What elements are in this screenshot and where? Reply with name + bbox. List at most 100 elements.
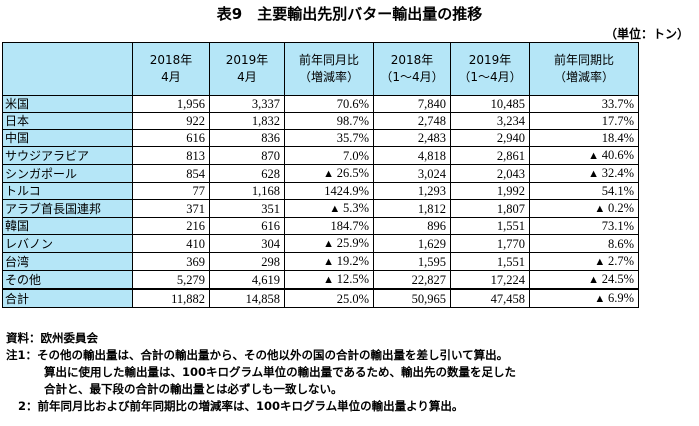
table-title: 表9 主要輸出先別バター輸出量の推移 — [216, 5, 483, 23]
yoy-change-cell: 18.4% — [529, 129, 639, 147]
header-yoy-change: 前年同期比 （増減率） — [529, 42, 639, 96]
cumulative-2019-cell: 2,940 — [450, 129, 530, 147]
country-cell: 中国 — [2, 129, 133, 147]
yoy-change-cell: 32.4% — [529, 164, 639, 183]
cumulative-2019-cell: 3,234 — [450, 112, 530, 130]
april-2018-cell: 371 — [132, 199, 210, 218]
cumulative-2018-cell: 2,748 — [373, 112, 451, 130]
header-2018-jan-apr: 2018年 （1～4月） — [373, 42, 451, 96]
cumulative-2018-cell: 50,965 — [373, 288, 451, 308]
country-cell: 日本 — [2, 112, 133, 130]
april-2019-cell: 4,619 — [209, 270, 285, 290]
april-2019-cell: 628 — [209, 164, 285, 183]
april-2019-cell: 616 — [209, 217, 285, 235]
country-cell: レバノン — [2, 234, 133, 253]
table-row: 米国 1,956 3,337 70.6% 7,840 10,485 33.7% — [2, 95, 639, 113]
cumulative-2019-cell: 1,551 — [450, 217, 530, 235]
mom-change-cell: 98.7% — [284, 112, 374, 130]
april-2018-cell: 1,956 — [132, 95, 210, 113]
cumulative-2018-cell: 22,827 — [373, 270, 451, 290]
note-1-cont: 算出に使用した輸出量は、100キログラム単位の輸出量であるため、輸出先の数量を足… — [44, 365, 517, 379]
april-2019-cell: 1,168 — [209, 182, 285, 200]
unit-label: （単位：トン） — [604, 27, 689, 41]
header-country — [2, 42, 133, 96]
table-row: トルコ 77 1,168 1424.9% 1,293 1,992 54.1% — [2, 182, 639, 200]
yoy-change-cell: 0.2% — [529, 199, 639, 218]
cumulative-2018-cell: 896 — [373, 217, 451, 235]
notes: 資料：欧州委員会 注1：その他の輸出量は、合計の輸出量から、その他以外の国の合計… — [6, 330, 696, 415]
april-2018-cell: 854 — [132, 164, 210, 183]
mom-change-cell: 12.5% — [284, 270, 374, 290]
note-2: 2：前年同月比および前年同期比の増減率は、100キログラム単位の輸出量より算出。 — [18, 399, 464, 413]
country-cell: アラブ首長国連邦 — [2, 199, 133, 218]
yoy-change-cell: 2.7% — [529, 252, 639, 271]
cumulative-2018-cell: 1,629 — [373, 234, 451, 253]
country-cell: 台湾 — [2, 252, 133, 271]
april-2019-cell: 3,337 — [209, 95, 285, 113]
april-2018-cell: 77 — [132, 182, 210, 200]
country-cell: 合計 — [2, 288, 133, 308]
header-2018-april: 2018年 4月 — [132, 42, 210, 96]
country-cell: シンガポール — [2, 164, 133, 183]
cumulative-2018-cell: 7,840 — [373, 95, 451, 113]
mom-change-cell: 7.0% — [284, 146, 374, 165]
april-2019-cell: 836 — [209, 129, 285, 147]
mom-change-cell: 70.6% — [284, 95, 374, 113]
table-row: 中国 616 836 35.7% 2,483 2,940 18.4% — [2, 129, 639, 147]
april-2019-cell: 351 — [209, 199, 285, 218]
cumulative-2019-cell: 10,485 — [450, 95, 530, 113]
mom-change-cell: 25.9% — [284, 234, 374, 253]
mom-change-cell: 25.0% — [284, 288, 374, 308]
april-2019-cell: 1,832 — [209, 112, 285, 130]
cumulative-2018-cell: 1,812 — [373, 199, 451, 218]
april-2018-cell: 813 — [132, 146, 210, 165]
butter-export-table: 2018年 4月 2019年 4月 前年同月比 （増減率） 2018年 （1～4月） 2… — [2, 42, 639, 308]
header-mom-change: 前年同月比 （増減率） — [284, 42, 374, 96]
mom-change-cell: 19.2% — [284, 252, 374, 271]
country-cell: その他 — [2, 270, 133, 290]
table-row: 日本 922 1,832 98.7% 2,748 3,234 17.7% — [2, 112, 639, 130]
yoy-change-cell: 54.1% — [529, 182, 639, 200]
april-2019-cell: 870 — [209, 146, 285, 165]
april-2018-cell: 216 — [132, 217, 210, 235]
yoy-change-cell: 8.6% — [529, 234, 639, 253]
april-2018-cell: 616 — [132, 129, 210, 147]
country-cell: 韓国 — [2, 217, 133, 235]
yoy-change-cell: 40.6% — [529, 146, 639, 165]
country-cell: 米国 — [2, 95, 133, 113]
mom-change-cell: 184.7% — [284, 217, 374, 235]
yoy-change-cell: 73.1% — [529, 217, 639, 235]
mom-change-cell: 5.3% — [284, 199, 374, 218]
cumulative-2019-cell: 17,224 — [450, 270, 530, 290]
april-2018-cell: 922 — [132, 112, 210, 130]
note-1: 注1：その他の輸出量は、合計の輸出量から、その他以外の国の合計の輸出量を差し引い… — [6, 348, 509, 362]
header-row: 2018年 4月 2019年 4月 前年同月比 （増減率） 2018年 （1～4月） 2… — [2, 42, 639, 96]
april-2019-cell: 298 — [209, 252, 285, 271]
april-2018-cell: 369 — [132, 252, 210, 271]
country-cell: サウジアラビア — [2, 146, 133, 165]
cumulative-2018-cell: 4,818 — [373, 146, 451, 165]
note-1-cont2: 合計と、最下段の合計の輸出量とは必ずしも一致しない。 — [44, 382, 343, 396]
cumulative-2019-cell: 47,458 — [450, 288, 530, 308]
cumulative-2019-cell: 1,807 — [450, 199, 530, 218]
source-note: 資料：欧州委員会 — [6, 331, 98, 345]
cumulative-2018-cell: 1,293 — [373, 182, 451, 200]
april-2018-cell: 410 — [132, 234, 210, 253]
yoy-change-cell: 24.5% — [529, 270, 639, 290]
cumulative-2019-cell: 1,992 — [450, 182, 530, 200]
cumulative-2019-cell: 1,770 — [450, 234, 530, 253]
country-cell: トルコ — [2, 182, 133, 200]
mom-change-cell: 26.5% — [284, 164, 374, 183]
april-2018-cell: 5,279 — [132, 270, 210, 290]
yoy-change-cell: 6.9% — [529, 288, 639, 308]
table-row: 韓国 216 616 184.7% 896 1,551 73.1% — [2, 217, 639, 235]
cumulative-2018-cell: 1,595 — [373, 252, 451, 271]
april-2018-cell: 11,882 — [132, 288, 210, 308]
april-2019-cell: 304 — [209, 234, 285, 253]
